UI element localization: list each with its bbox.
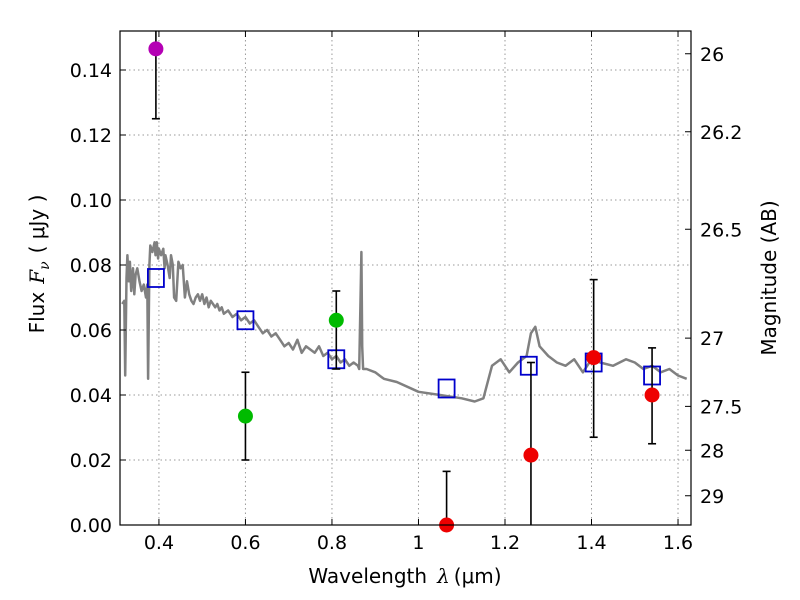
x-tick-label: 1.4 (576, 532, 606, 554)
y2-tick-label: 26 (700, 44, 724, 66)
y2-axis-label: Magnitude (AB) (757, 200, 781, 355)
y2-tick-label: 26.2 (700, 122, 742, 144)
y2-tick-label: 28 (700, 440, 724, 462)
y2-tick-label: 29 (700, 486, 724, 508)
observed-point (148, 41, 164, 57)
x-axis-label-unit: (μm) (454, 564, 502, 588)
y2-tick-label: 27.5 (700, 396, 742, 418)
y-tick-label: 0.00 (70, 515, 112, 537)
x-axis-label: Wavelength λ (μm) (308, 564, 501, 588)
sed-curve-line (121, 241, 688, 403)
observed-point (523, 447, 539, 463)
y-axis-label-subscript: ν (37, 261, 53, 270)
model-point-box (519, 355, 538, 376)
x-tick-label: 1.2 (490, 532, 520, 554)
observed-point (237, 408, 253, 424)
x-axis-label-text: Wavelength (308, 564, 427, 588)
y-axis-label-unit: ( μJy ) (25, 195, 49, 254)
y-tick-label: 0.14 (70, 60, 112, 82)
observed-point (586, 350, 602, 366)
model-point-box (147, 268, 165, 288)
x-tick-label: 0.8 (317, 532, 347, 554)
y-tick-label: 0.08 (70, 255, 112, 277)
y-tick-label: 0.12 (70, 125, 112, 147)
x-tick-label: 1.6 (663, 532, 693, 554)
y-tick-label: 0.02 (70, 450, 112, 472)
y-axis-label: Flux Fν ( μJy ) (25, 195, 53, 334)
y-tick-label: 0.10 (70, 190, 112, 212)
x-axis-label-symbol: λ (436, 564, 450, 588)
y2-tick-label: 26.5 (700, 219, 742, 241)
y-tick-label: 0.04 (70, 385, 112, 407)
observed-point (644, 387, 660, 403)
model-point-box (437, 378, 456, 399)
y2-tick-label: 27 (700, 328, 724, 350)
model-point-box (236, 310, 255, 331)
ticks: 0.4 0.6 0.8 1 1.2 1.4 1.6 0.00 0.02 0.04 0.06 0.08 0… (70, 31, 742, 554)
y-axis-label-text: Flux (25, 292, 49, 334)
y-tick-label: 0.06 (70, 320, 112, 342)
plot-frame (119, 30, 692, 526)
plot-area (121, 31, 688, 533)
x-tick-label: 0.6 (230, 532, 260, 554)
x-tick-label: 1 (412, 532, 424, 554)
y-axis-label-symbol: F (25, 269, 49, 285)
observed-point (328, 312, 344, 328)
x-tick-label: 0.4 (144, 532, 174, 554)
